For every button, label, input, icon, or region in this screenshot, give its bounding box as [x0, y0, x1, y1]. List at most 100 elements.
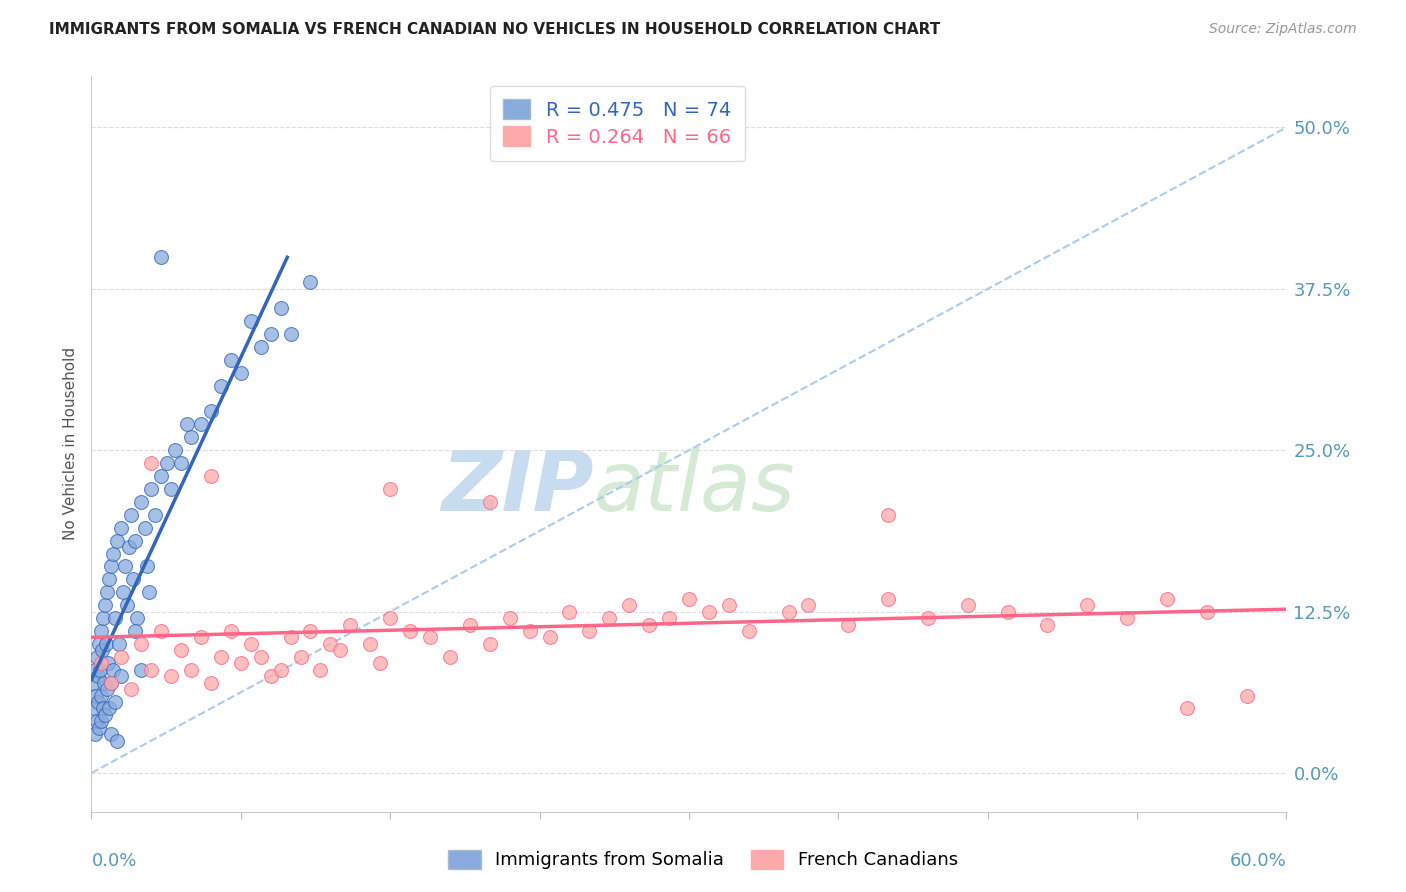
- Point: [219, 352, 242, 367]
- Point: [91, 643, 114, 657]
- Point: [93, 701, 114, 715]
- Point: [94, 707, 117, 722]
- Point: [114, 559, 136, 574]
- Point: [86, 649, 108, 664]
- Point: [280, 326, 302, 341]
- Point: [108, 637, 131, 651]
- Point: [229, 657, 252, 671]
- Text: ZIP: ZIP: [440, 448, 593, 528]
- Point: [96, 585, 118, 599]
- Point: [259, 669, 281, 683]
- Point: [658, 611, 681, 625]
- Point: [110, 669, 132, 683]
- Text: IMMIGRANTS FROM SOMALIA VS FRENCH CANADIAN NO VEHICLES IN HOUSEHOLD CORRELATION : IMMIGRANTS FROM SOMALIA VS FRENCH CANADI…: [49, 22, 941, 37]
- Point: [98, 572, 121, 586]
- Point: [138, 585, 160, 599]
- Point: [105, 733, 128, 747]
- Point: [478, 637, 501, 651]
- Point: [89, 637, 111, 651]
- Point: [163, 443, 186, 458]
- Point: [100, 727, 122, 741]
- Point: [359, 637, 381, 651]
- Text: atlas: atlas: [593, 448, 794, 528]
- Point: [200, 404, 222, 418]
- Text: 0.0%: 0.0%: [91, 852, 136, 871]
- Point: [997, 605, 1019, 619]
- Point: [378, 611, 402, 625]
- Point: [697, 605, 720, 619]
- Point: [124, 533, 146, 548]
- Point: [96, 681, 118, 696]
- Point: [917, 611, 939, 625]
- Point: [104, 695, 127, 709]
- Point: [1036, 617, 1059, 632]
- Point: [134, 521, 156, 535]
- Point: [309, 663, 332, 677]
- Point: [877, 508, 900, 522]
- Point: [150, 469, 173, 483]
- Point: [141, 663, 162, 677]
- Point: [105, 533, 128, 548]
- Point: [1175, 701, 1198, 715]
- Point: [87, 695, 110, 709]
- Point: [87, 669, 110, 683]
- Point: [180, 663, 202, 677]
- Point: [339, 617, 361, 632]
- Point: [219, 624, 242, 638]
- Point: [124, 624, 146, 638]
- Point: [877, 591, 900, 606]
- Point: [290, 649, 312, 664]
- Point: [717, 598, 740, 612]
- Point: [200, 675, 222, 690]
- Point: [578, 624, 600, 638]
- Point: [558, 605, 581, 619]
- Point: [84, 663, 107, 677]
- Point: [93, 675, 115, 690]
- Point: [270, 663, 292, 677]
- Point: [538, 631, 561, 645]
- Point: [176, 417, 198, 432]
- Point: [170, 456, 193, 470]
- Point: [638, 617, 661, 632]
- Point: [136, 559, 159, 574]
- Point: [118, 540, 141, 554]
- Point: [160, 482, 183, 496]
- Point: [209, 649, 232, 664]
- Point: [439, 649, 461, 664]
- Point: [90, 624, 112, 638]
- Point: [104, 611, 127, 625]
- Point: [127, 611, 149, 625]
- Point: [94, 598, 117, 612]
- Point: [82, 675, 104, 690]
- Point: [129, 637, 152, 651]
- Point: [280, 631, 302, 645]
- Point: [96, 637, 118, 651]
- Point: [150, 624, 173, 638]
- Point: [89, 721, 111, 735]
- Point: [1156, 591, 1178, 606]
- Point: [84, 727, 107, 741]
- Point: [129, 663, 152, 677]
- Point: [299, 276, 322, 290]
- Point: [83, 701, 105, 715]
- Point: [259, 326, 281, 341]
- Text: 60.0%: 60.0%: [1230, 852, 1286, 871]
- Point: [797, 598, 820, 612]
- Point: [86, 689, 108, 703]
- Point: [98, 701, 121, 715]
- Text: Source: ZipAtlas.com: Source: ZipAtlas.com: [1209, 22, 1357, 37]
- Point: [180, 430, 202, 444]
- Point: [141, 482, 162, 496]
- Point: [399, 624, 422, 638]
- Point: [229, 366, 252, 380]
- Point: [100, 675, 122, 690]
- Point: [170, 643, 193, 657]
- Point: [239, 637, 262, 651]
- Point: [103, 663, 125, 677]
- Point: [209, 378, 232, 392]
- Point: [103, 547, 125, 561]
- Point: [737, 624, 759, 638]
- Point: [89, 663, 111, 677]
- Point: [1116, 611, 1139, 625]
- Point: [200, 469, 222, 483]
